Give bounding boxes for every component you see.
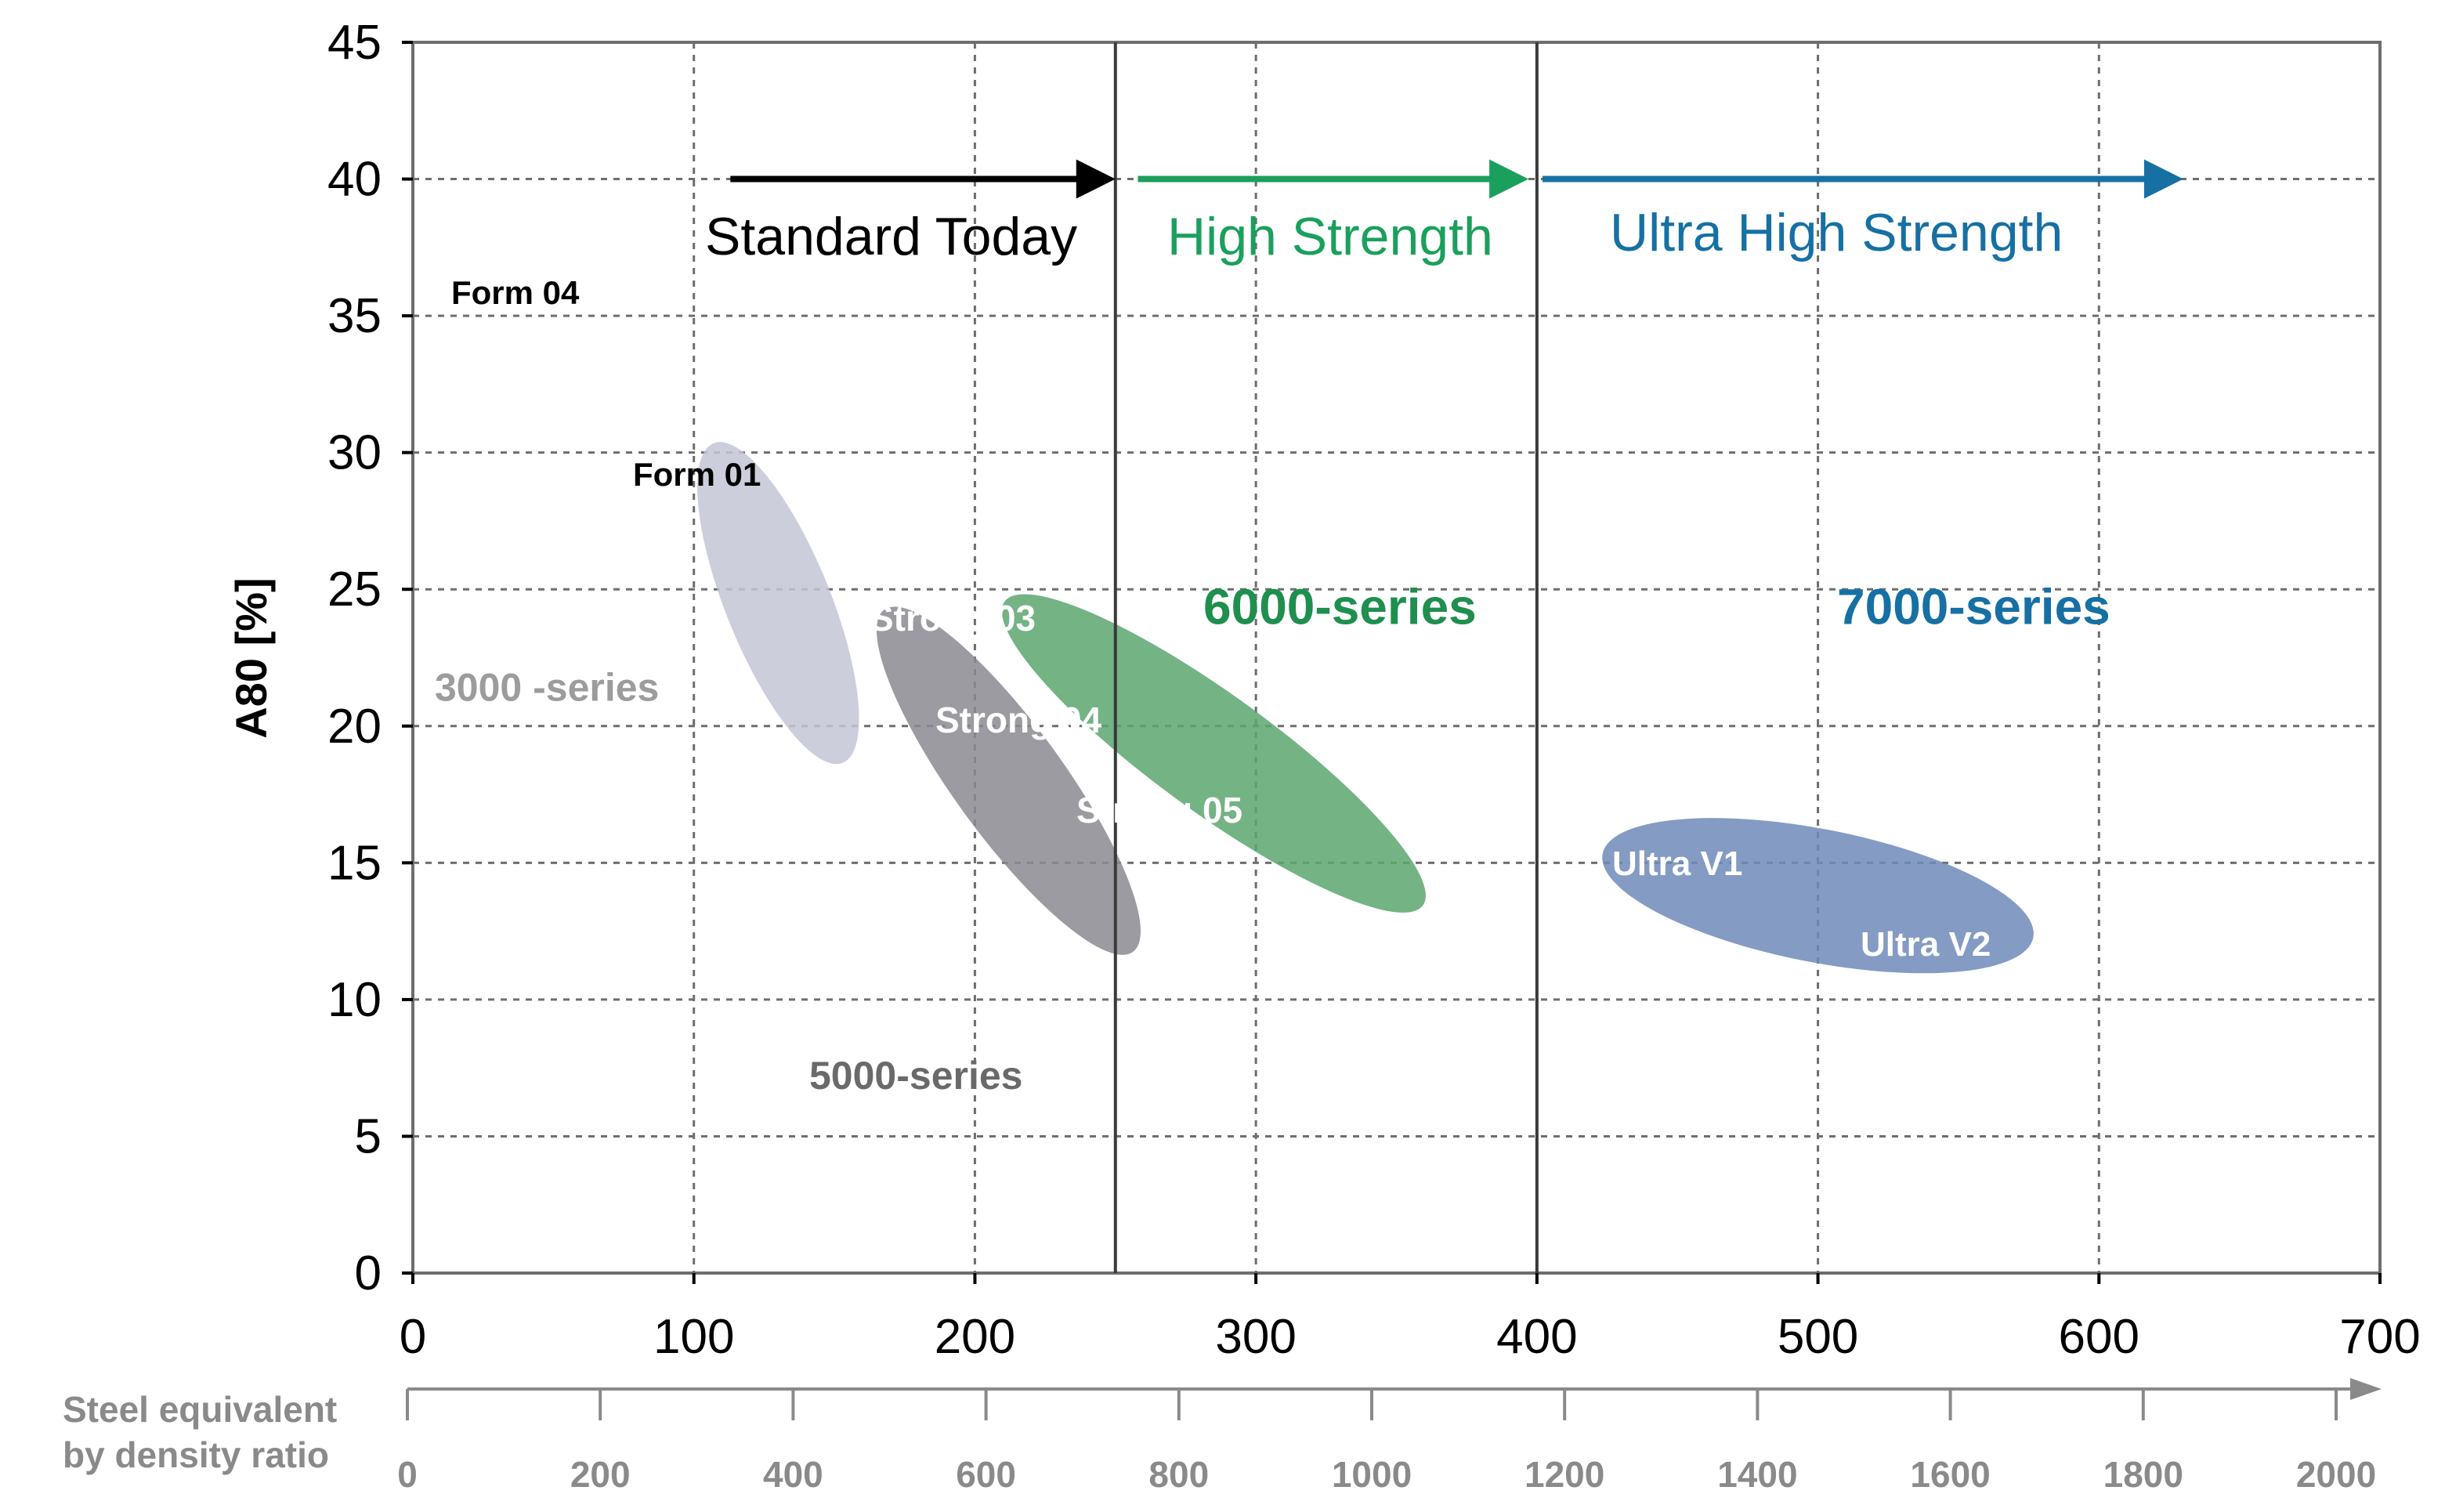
secondary-tick-label: 0 bbox=[397, 1454, 418, 1495]
strength-bands: Standard Today High Strength Ultra High St… bbox=[705, 159, 2183, 266]
band-arrow-head bbox=[1489, 159, 1529, 199]
region-label: 6000-series bbox=[1203, 579, 1477, 635]
point-label: Strong 05 bbox=[1076, 790, 1242, 830]
secondary-axis-arrowhead bbox=[2350, 1378, 2382, 1400]
secondary-tick-label: 400 bbox=[763, 1454, 823, 1495]
x-tick-label: 600 bbox=[2059, 1310, 2139, 1364]
secondary-axis-title: Steel equivalent bbox=[63, 1389, 337, 1430]
x-tick-label: 100 bbox=[653, 1310, 734, 1364]
y-tick-label: 20 bbox=[327, 700, 382, 754]
point-label: Strong 06 bbox=[1293, 899, 1459, 940]
secondary-tick-label: 2000 bbox=[2296, 1454, 2376, 1495]
y-tick-label: 25 bbox=[327, 562, 382, 617]
point-label: Ultra V2 bbox=[1861, 925, 1991, 964]
x-tick-label: 500 bbox=[1778, 1310, 1858, 1364]
region-label: 3000 -series bbox=[435, 665, 659, 709]
secondary-tick-label: 1600 bbox=[1910, 1454, 1990, 1495]
region-label: 5000-series bbox=[809, 1054, 1022, 1098]
band-arrow-head bbox=[2143, 159, 2183, 199]
x-tick-label: 200 bbox=[935, 1310, 1015, 1364]
region-6000-series-ellipse bbox=[1001, 594, 1426, 913]
region-3000-series-ellipse bbox=[697, 442, 859, 765]
band-label: High Strength bbox=[1167, 207, 1493, 266]
x-tick-label: 400 bbox=[1496, 1310, 1577, 1364]
y-tick-label: 30 bbox=[327, 426, 382, 480]
band-arrow-head bbox=[1076, 159, 1116, 199]
region-5000-series-ellipse bbox=[876, 606, 1141, 955]
y-tick-label: 5 bbox=[355, 1109, 382, 1163]
series-labels: 3000 -series 5000-series 6000-series 7000-s… bbox=[435, 274, 2110, 1098]
y-tick-label: 10 bbox=[327, 973, 382, 1027]
secondary-tick-label: 1800 bbox=[2103, 1454, 2183, 1495]
secondary-tick-label: 200 bbox=[570, 1454, 631, 1495]
point-label: Form 04 bbox=[451, 274, 580, 311]
point-label: Strong 03 bbox=[870, 598, 1036, 638]
secondary-tick-label: 1000 bbox=[1332, 1454, 1412, 1495]
point-label: Form 01 bbox=[633, 456, 761, 493]
secondary-tick-label: 1200 bbox=[1525, 1454, 1604, 1495]
secondary-axis: 0 200 400 600 800 1000 1200 1400 1600 1800 2000 Ste… bbox=[63, 1378, 2382, 1495]
y-axis-title: A80 [%] bbox=[226, 577, 276, 738]
secondary-tick-label: 800 bbox=[1148, 1454, 1209, 1495]
secondary-axis-title: by density ratio bbox=[63, 1434, 329, 1475]
point-label: Strong 04 bbox=[935, 700, 1102, 740]
y-tick-label: 35 bbox=[327, 289, 382, 343]
y-tick-label: 0 bbox=[355, 1246, 382, 1300]
secondary-tick-label: 1400 bbox=[1717, 1454, 1797, 1495]
y-tick-label: 45 bbox=[327, 16, 382, 70]
x-tick-label: 700 bbox=[2339, 1310, 2420, 1364]
point-label: Ultra V1 bbox=[1612, 845, 1742, 883]
plot-frame bbox=[411, 41, 2382, 1275]
band-label: Ultra High Strength bbox=[1610, 203, 2063, 262]
secondary-tick-label: 600 bbox=[956, 1454, 1016, 1495]
region-7000-series-ellipse bbox=[1602, 818, 2034, 974]
region-label: 7000-series bbox=[1837, 579, 2110, 635]
x-tick-label: 300 bbox=[1215, 1310, 1296, 1364]
y-tick-label: 15 bbox=[327, 836, 382, 890]
axes: 0 5 10 15 20 25 30 35 40 45 0 100 200 300 400 500 600 700… bbox=[226, 16, 2421, 1364]
x-tick-label: 0 bbox=[400, 1310, 426, 1364]
band-label: Standard Today bbox=[705, 207, 1077, 266]
y-tick-label: 40 bbox=[327, 153, 382, 207]
series-regions bbox=[697, 442, 2034, 974]
